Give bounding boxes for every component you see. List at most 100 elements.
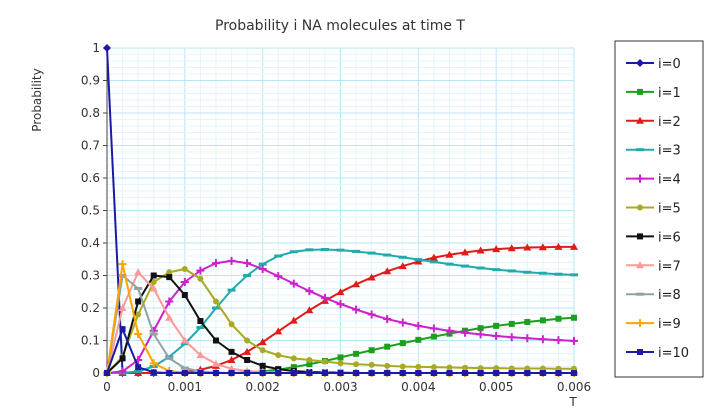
data-point: [554, 336, 563, 345]
data-point: [150, 279, 157, 285]
legend-item: i=9: [626, 317, 681, 332]
data-point: [197, 275, 204, 282]
data-point: [289, 316, 298, 324]
legend-label: i=8: [658, 288, 681, 303]
data-point: [289, 279, 298, 288]
data-point: [166, 370, 173, 376]
data-point: [336, 248, 345, 252]
y-tick-label: 0.4: [81, 236, 100, 250]
data-point: [275, 352, 282, 359]
data-point: [212, 337, 219, 344]
y-tick-label: 0.5: [81, 204, 100, 218]
series-i-4: [103, 256, 578, 377]
data-point: [415, 336, 422, 343]
data-point: [306, 370, 313, 376]
legend: i=0 i=1 i=2 i=3 i=4 i=5 i=6 i=7 i=8 i=9 i=10: [614, 40, 704, 378]
data-point: [367, 251, 376, 255]
legend-item: i=3: [626, 144, 681, 159]
data-point: [554, 272, 563, 276]
data-point: [507, 333, 516, 342]
legend-label: i=10: [658, 346, 689, 361]
data-point: [336, 288, 345, 296]
data-point: [446, 370, 453, 376]
legend-item: i=4: [626, 173, 681, 188]
series-group: [103, 44, 578, 377]
data-point: [398, 262, 407, 270]
data-point: [445, 262, 454, 266]
data-point: [493, 365, 500, 372]
data-point: [228, 321, 235, 328]
data-point: [414, 321, 423, 330]
data-point: [243, 347, 252, 355]
data-point: [211, 259, 220, 268]
data-point: [508, 320, 515, 327]
data-point: [508, 365, 515, 372]
data-point: [384, 362, 391, 369]
data-point: [181, 292, 188, 298]
data-point: [118, 367, 127, 376]
x-tick-label: 0.002: [245, 380, 279, 394]
data-point: [180, 278, 189, 286]
data-point: [367, 310, 376, 319]
data-point: [337, 354, 344, 361]
data-point: [211, 306, 220, 310]
data-point: [524, 318, 531, 325]
y-tick-label: 0.2: [81, 301, 100, 315]
data-point: [320, 293, 329, 302]
data-point: [399, 370, 406, 376]
data-point: [539, 365, 546, 372]
data-point: [149, 359, 158, 368]
data-point: [135, 298, 142, 305]
data-point: [258, 262, 267, 266]
data-point: [383, 315, 392, 324]
data-point: [523, 334, 532, 343]
data-point: [134, 369, 143, 373]
data-point: [429, 260, 438, 264]
data-point: [476, 330, 485, 339]
data-point: [197, 370, 204, 376]
data-point: [166, 274, 173, 281]
data-point: [636, 261, 644, 269]
legend-label: i=6: [658, 230, 681, 245]
legend-label: i=0: [658, 57, 681, 72]
data-point: [274, 254, 283, 258]
data-point: [227, 256, 236, 265]
data-point: [259, 370, 266, 376]
data-point: [636, 174, 644, 183]
data-point: [134, 330, 143, 338]
y-tick-label: 0.7: [81, 139, 100, 153]
data-point: [399, 363, 406, 370]
data-point: [555, 315, 562, 322]
data-point: [305, 248, 314, 252]
x-tick-label: 0.003: [323, 380, 357, 394]
data-point: [538, 335, 547, 344]
data-point: [508, 370, 515, 376]
legend-item: i=6: [626, 230, 681, 245]
data-point: [461, 328, 470, 337]
data-point: [228, 348, 235, 355]
data-point: [321, 370, 328, 376]
data-point: [149, 284, 158, 292]
data-point: [415, 370, 422, 376]
data-point: [321, 358, 328, 365]
legend-box: [614, 40, 704, 378]
data-point: [135, 364, 142, 371]
legend-item: i=0: [626, 57, 681, 72]
data-point: [477, 365, 484, 372]
data-point: [149, 332, 158, 336]
x-axis-title: T: [568, 395, 577, 409]
legend-item: i=10: [626, 346, 689, 361]
data-point: [477, 325, 484, 332]
data-point: [384, 370, 391, 376]
x-tick-label: 0.004: [401, 380, 435, 394]
data-point: [637, 88, 643, 95]
data-point: [493, 322, 500, 329]
data-point: [212, 298, 219, 305]
data-point: [353, 350, 360, 357]
data-point: [305, 287, 314, 296]
data-point: [637, 349, 643, 355]
x-tick-label: 0.006: [557, 380, 591, 394]
data-point: [180, 342, 189, 346]
data-point: [570, 242, 578, 250]
